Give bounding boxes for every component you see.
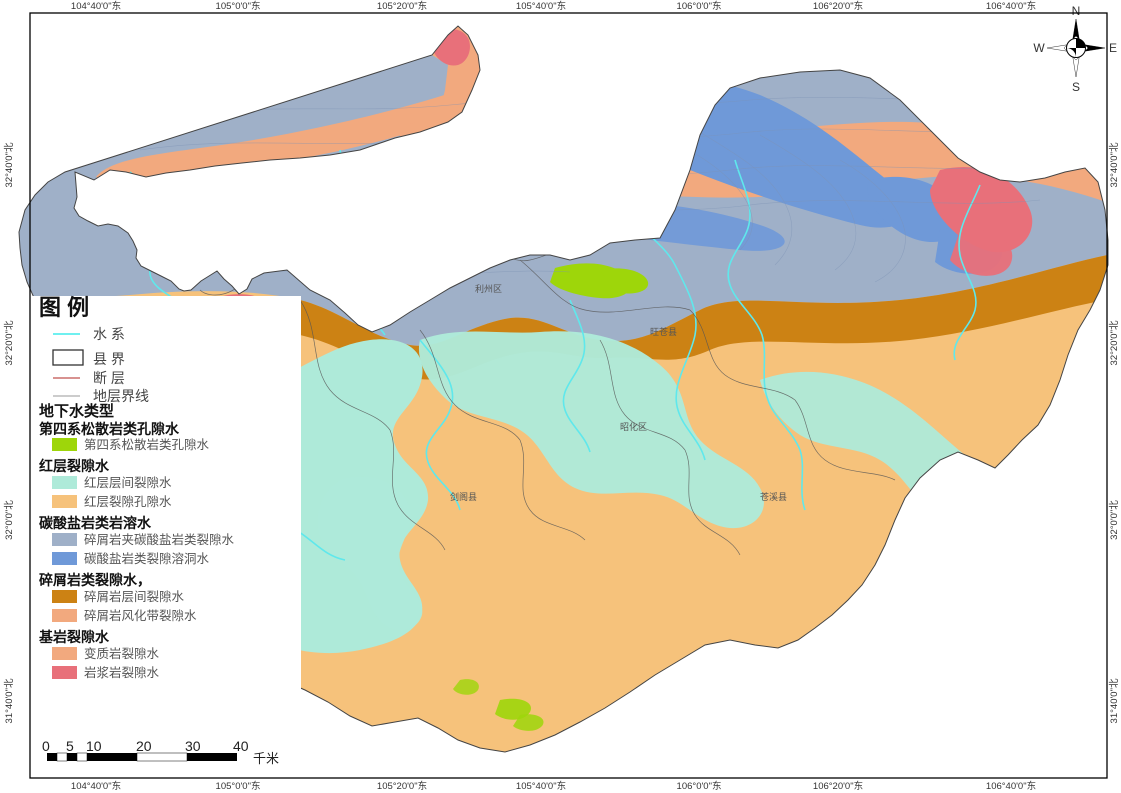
svg-text:S: S: [1072, 80, 1080, 94]
svg-text:地下水类型: 地下水类型: [39, 402, 114, 420]
svg-text:E: E: [1109, 41, 1117, 55]
svg-text:N: N: [1072, 4, 1081, 18]
svg-text:剑阁县: 剑阁县: [450, 491, 477, 502]
svg-text:碎屑岩风化带裂隙水: 碎屑岩风化带裂隙水: [84, 608, 197, 623]
svg-text:104°40'0"东: 104°40'0"东: [71, 780, 121, 792]
svg-text:第四系松散岩类孔隙水: 第四系松散岩类孔隙水: [39, 421, 180, 437]
svg-text:105°20'0"东: 105°20'0"东: [377, 0, 427, 12]
svg-text:32°20'0"北: 32°20'0"北: [1109, 320, 1120, 365]
svg-text:40: 40: [233, 738, 249, 754]
svg-text:昭化区: 昭化区: [620, 421, 647, 432]
svg-text:旺苍县: 旺苍县: [650, 326, 677, 337]
svg-text:碎屑岩类裂隙水，: 碎屑岩类裂隙水，: [39, 572, 151, 588]
svg-text:碳酸盐岩类岩溶水: 碳酸盐岩类岩溶水: [39, 515, 152, 531]
svg-text:基岩裂隙水: 基岩裂隙水: [39, 629, 110, 645]
svg-text:106°0'0"东: 106°0'0"东: [677, 0, 722, 12]
svg-text:苍溪县: 苍溪县: [760, 491, 787, 502]
svg-text:105°0'0"东: 105°0'0"东: [216, 780, 261, 792]
svg-text:0: 0: [42, 738, 50, 754]
svg-text:变质岩裂隙水: 变质岩裂隙水: [84, 646, 160, 661]
svg-text:朝天区: 朝天区: [545, 165, 572, 175]
svg-text:碎屑岩夹碳酸盐岩类裂隙水: 碎屑岩夹碳酸盐岩类裂隙水: [84, 532, 235, 547]
svg-text:W: W: [1033, 41, 1045, 55]
svg-text:106°40'0"东: 106°40'0"东: [986, 780, 1036, 792]
svg-text:碎屑岩层间裂隙水: 碎屑岩层间裂隙水: [84, 589, 185, 604]
svg-text:31°40'0"北: 31°40'0"北: [4, 678, 15, 723]
svg-text:31°40'0"北: 31°40'0"北: [1109, 678, 1120, 723]
svg-text:106°0'0"东: 106°0'0"东: [677, 780, 722, 792]
svg-text:红层裂隙孔隙水: 红层裂隙孔隙水: [84, 494, 172, 509]
svg-text:县 界: 县 界: [93, 351, 125, 367]
svg-text:千米: 千米: [253, 751, 279, 766]
svg-text:红层裂隙水: 红层裂隙水: [39, 458, 110, 474]
svg-text:32°20'0"北: 32°20'0"北: [4, 320, 15, 365]
svg-text:利州区: 利州区: [475, 283, 502, 294]
svg-text:32°0'0"北: 32°0'0"北: [1109, 500, 1120, 540]
svg-text:105°0'0"东: 105°0'0"东: [216, 0, 261, 12]
svg-text:5: 5: [66, 738, 74, 754]
svg-text:106°20'0"东: 106°20'0"东: [813, 780, 863, 792]
svg-text:30: 30: [185, 738, 201, 754]
svg-text:32°40'0"北: 32°40'0"北: [1109, 142, 1120, 187]
svg-text:106°40'0"东: 106°40'0"东: [986, 0, 1036, 12]
svg-text:106°20'0"东: 106°20'0"东: [813, 0, 863, 12]
svg-text:105°40'0"东: 105°40'0"东: [516, 780, 566, 792]
svg-text:32°0'0"北: 32°0'0"北: [4, 500, 15, 540]
svg-text:20: 20: [136, 738, 152, 754]
svg-text:105°20'0"东: 105°20'0"东: [377, 780, 427, 792]
svg-text:105°40'0"东: 105°40'0"东: [516, 0, 566, 12]
svg-text:第四系松散岩类孔隙水: 第四系松散岩类孔隙水: [84, 437, 210, 452]
svg-text:10: 10: [86, 738, 102, 754]
svg-text:图 例: 图 例: [39, 295, 89, 320]
svg-text:断 层: 断 层: [93, 370, 125, 386]
svg-text:青川县: 青川县: [300, 221, 327, 232]
svg-text:水 系: 水 系: [93, 326, 125, 342]
svg-text:碳酸盐岩类裂隙溶洞水: 碳酸盐岩类裂隙溶洞水: [84, 551, 210, 566]
svg-text:岩浆岩裂隙水: 岩浆岩裂隙水: [84, 665, 160, 680]
svg-text:32°40'0"北: 32°40'0"北: [4, 142, 15, 187]
svg-text:104°40'0"东: 104°40'0"东: [71, 0, 121, 12]
svg-text:地层界线: 地层界线: [93, 388, 149, 404]
svg-text:红层层间裂隙水: 红层层间裂隙水: [84, 475, 172, 490]
